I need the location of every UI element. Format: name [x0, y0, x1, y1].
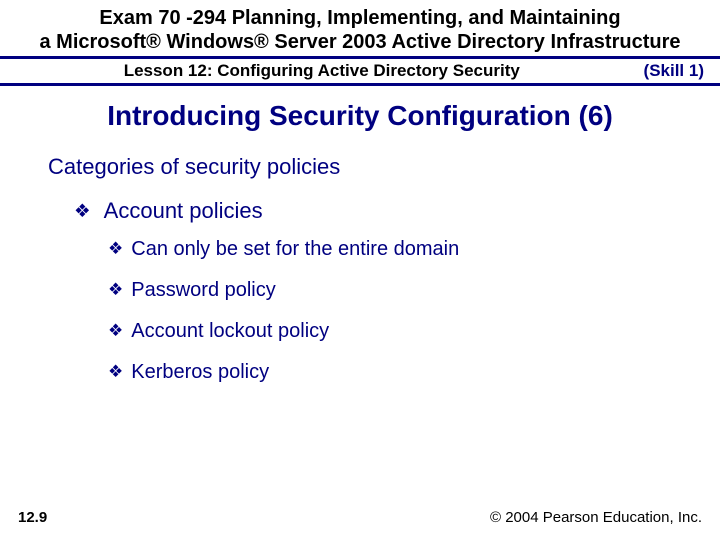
meta-row: Lesson 12: Configuring Active Directory …	[0, 56, 720, 86]
lesson-label: Lesson 12: Configuring Active Directory …	[0, 61, 644, 81]
slide: Exam 70 -294 Planning, Implementing, and…	[0, 0, 720, 540]
slide-header: Exam 70 -294 Planning, Implementing, and…	[0, 0, 720, 86]
diamond-icon: ❖	[108, 362, 123, 382]
list-item-label: Password policy	[131, 279, 276, 301]
exam-title-line2: a Microsoft® Windows® Server 2003 Active…	[40, 31, 681, 53]
list-item: ❖ Password policy	[108, 279, 680, 302]
list-item: ❖ Can only be set for the entire domain	[108, 238, 680, 261]
category-heading: Categories of security policies	[48, 154, 680, 180]
list-item-label: Can only be set for the entire domain	[131, 238, 459, 260]
list-item-label: Account lockout policy	[131, 320, 329, 342]
slide-title: Introducing Security Configuration (6)	[0, 100, 720, 132]
diamond-icon: ❖	[74, 200, 91, 222]
list-item: ❖ Account policies	[74, 198, 680, 224]
skill-label: (Skill 1)	[644, 61, 710, 81]
list-item-label: Kerberos policy	[131, 361, 269, 383]
copyright-label: © 2004 Pearson Education, Inc.	[490, 509, 702, 526]
slide-footer: 12.9 © 2004 Pearson Education, Inc.	[0, 509, 720, 526]
diamond-icon: ❖	[108, 321, 123, 341]
list-item: ❖ Kerberos policy	[108, 361, 680, 384]
exam-title: Exam 70 -294 Planning, Implementing, and…	[0, 6, 720, 54]
diamond-icon: ❖	[108, 280, 123, 300]
diamond-icon: ❖	[108, 239, 123, 259]
slide-body: Categories of security policies ❖ Accoun…	[0, 132, 720, 540]
list-item: ❖ Account lockout policy	[108, 320, 680, 343]
page-number: 12.9	[18, 509, 47, 526]
bullet-list-level1: ❖ Account policies ❖ Can only be set for …	[48, 198, 680, 384]
bullet-list-level2: ❖ Can only be set for the entire domain ❖…	[74, 238, 680, 384]
list-item-label: Account policies	[104, 198, 263, 223]
exam-title-line1: Exam 70 -294 Planning, Implementing, and…	[99, 7, 620, 29]
